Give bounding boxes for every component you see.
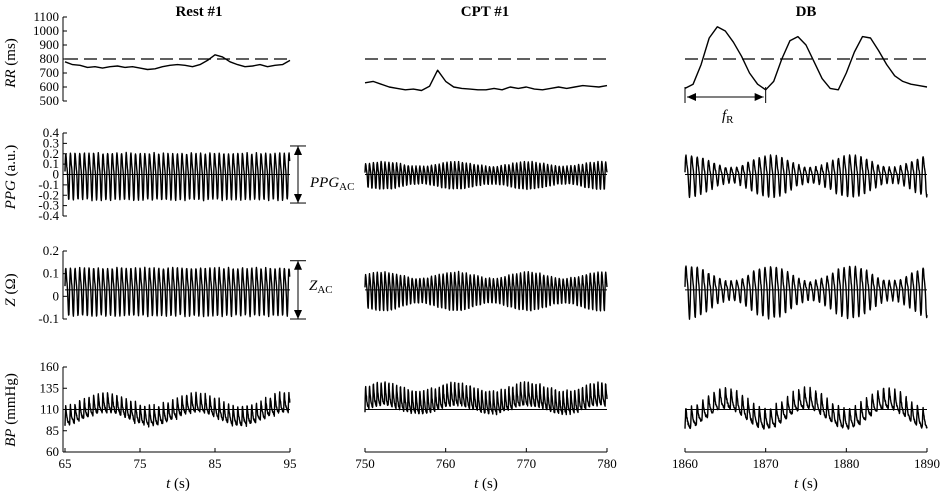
x-tick-label: 770	[517, 456, 537, 471]
y-tick-label: -0.1	[38, 177, 59, 192]
bp-series-db	[684, 386, 928, 430]
y-tick-label: -0.2	[38, 187, 59, 202]
x-tick-label: 1880	[833, 456, 859, 471]
x-tick-label: 1870	[753, 456, 779, 471]
ylabel-bp: BP (mmHg)	[3, 373, 19, 447]
y-tick-label: 0	[53, 167, 60, 182]
ylabel-ppg: PPG (a.u.)	[3, 145, 19, 211]
y-tick-label: 0.3	[43, 135, 59, 150]
annotation-fr: fR	[722, 108, 734, 126]
ppg-ac-arrowhead-top	[294, 145, 302, 155]
y-tick-label: 60	[46, 444, 59, 459]
z-series-db	[684, 265, 928, 320]
ylabel-rr: RR (ms)	[3, 38, 19, 89]
rr-series-cpt	[364, 69, 608, 92]
y-tick-label: 700	[40, 65, 60, 80]
y-tick-label: 0.2	[43, 243, 59, 258]
y-tick-label: 160	[40, 359, 60, 374]
annotation-ppg-ac: PPGAC	[309, 175, 354, 193]
svg-text:PPG (a.u.): PPG (a.u.)	[3, 145, 19, 211]
fr-arrowhead-right	[754, 93, 764, 101]
z-ac-arrowhead-top	[294, 260, 302, 270]
x-tick-label: 760	[436, 456, 456, 471]
column-title-rest: Rest #1	[175, 4, 222, 20]
svg-text:BP (mmHg): BP (mmHg)	[3, 373, 19, 447]
fr-arrowhead-left	[687, 93, 696, 101]
plot-layer: 110010009008007006005000.40.30.20.10-0.1…	[33, 9, 940, 471]
x-tick-label: 750	[355, 456, 375, 471]
x-tick-label: 780	[597, 456, 617, 471]
xlabel-rest: t (s)	[166, 476, 190, 492]
y-tick-label: 600	[40, 79, 60, 94]
y-tick-label: 1100	[33, 9, 59, 24]
y-tick-label: 0	[53, 288, 60, 303]
bp-series-rest	[64, 391, 291, 428]
y-tick-label: 0.1	[43, 266, 59, 281]
ppg-series-rest	[64, 151, 291, 202]
x-tick-label: 95	[284, 456, 297, 471]
x-tick-label: 85	[209, 456, 222, 471]
y-tick-label: 1000	[33, 23, 59, 38]
annotation-z-ac: ZAC	[309, 278, 333, 296]
rr-series-rest	[64, 54, 291, 71]
y-tick-label: 500	[40, 93, 60, 108]
x-tick-label: 1890	[914, 456, 940, 471]
y-tick-label: -0.4	[38, 208, 59, 223]
column-title-db: DB	[796, 4, 817, 20]
ppg-ac-arrowhead-bottom	[294, 194, 302, 204]
y-tick-label: 900	[40, 37, 60, 52]
bp-series-cpt	[364, 381, 608, 416]
y-tick-label: 135	[40, 380, 60, 395]
z-series-rest	[64, 266, 291, 318]
y-tick-label: -0.1	[38, 311, 59, 326]
svg-text:Z (Ω): Z (Ω)	[3, 273, 19, 306]
x-tick-label: 65	[59, 456, 72, 471]
y-tick-label: -0.3	[38, 198, 59, 213]
z-ac-arrowhead-bottom	[294, 310, 302, 319]
y-tick-label: 85	[46, 423, 59, 438]
y-tick-label: 800	[40, 51, 60, 66]
ppg-series-db	[684, 154, 928, 199]
z-series-cpt	[364, 270, 608, 312]
x-tick-label: 1860	[672, 456, 698, 471]
svg-text:RR (ms): RR (ms)	[3, 38, 19, 89]
ppg-series-cpt	[364, 160, 608, 191]
y-tick-label: 110	[40, 402, 59, 417]
y-tick-label: 0.1	[43, 156, 59, 171]
column-title-cpt: CPT #1	[461, 4, 509, 20]
xlabel-cpt: t (s)	[474, 476, 498, 492]
rr-series-db	[684, 26, 928, 91]
x-tick-label: 75	[134, 456, 147, 471]
y-tick-label: 0.4	[43, 125, 60, 140]
y-tick-label: 0.2	[43, 146, 59, 161]
ylabel-z: Z (Ω)	[3, 273, 19, 306]
xlabel-db: t (s)	[794, 476, 818, 492]
